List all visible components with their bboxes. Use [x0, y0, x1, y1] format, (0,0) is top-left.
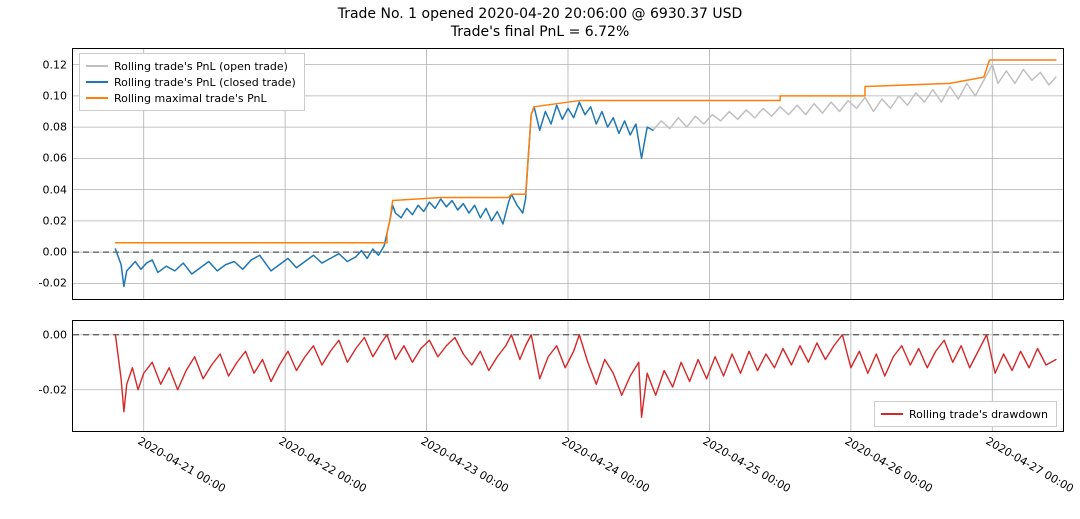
y-tick-label: 0.04 — [43, 183, 74, 196]
figure: Trade No. 1 opened 2020-04-20 20:06:00 @… — [0, 0, 1080, 519]
series-closed — [115, 102, 652, 286]
chart-title-line1: Trade No. 1 opened 2020-04-20 20:06:00 @… — [0, 6, 1080, 22]
x-tick-label: 2020-04-22 00:00 — [277, 434, 369, 495]
x-tick-label: 2020-04-24 00:00 — [560, 434, 652, 495]
x-tick-label: 2020-04-21 00:00 — [135, 434, 227, 495]
y-tick-label: 0.12 — [43, 58, 74, 71]
drawdown-panel: Rolling trade's drawdown -0.020.002020-0… — [72, 320, 1064, 432]
series-open — [653, 65, 1056, 131]
chart-title-line2: Trade's final PnL = 6.72% — [0, 24, 1080, 40]
y-tick-label: 0.00 — [43, 328, 74, 341]
legend-swatch — [86, 97, 108, 99]
legend-item: Rolling trade's drawdown — [881, 406, 1048, 422]
legend-label: Rolling maximal trade's PnL — [114, 92, 267, 105]
drawdown-legend: Rolling trade's drawdown — [874, 401, 1057, 427]
x-tick-label: 2020-04-26 00:00 — [842, 434, 934, 495]
legend-item: Rolling trade's PnL (closed trade) — [86, 74, 296, 90]
x-tick-label: 2020-04-23 00:00 — [418, 434, 510, 495]
y-tick-label: 0.08 — [43, 121, 74, 134]
x-tick-label: 2020-04-25 00:00 — [701, 434, 793, 495]
legend-swatch — [881, 413, 903, 415]
legend-swatch — [86, 81, 108, 83]
y-tick-label: 0.10 — [43, 89, 74, 102]
y-tick-label: 0.00 — [43, 246, 74, 259]
y-tick-label: -0.02 — [39, 383, 73, 396]
legend-swatch — [86, 65, 108, 67]
y-tick-label: 0.06 — [43, 152, 74, 165]
legend-label: Rolling trade's PnL (closed trade) — [114, 76, 296, 89]
legend-label: Rolling trade's drawdown — [909, 408, 1048, 421]
legend-item: Rolling maximal trade's PnL — [86, 90, 296, 106]
y-tick-label: 0.02 — [43, 214, 74, 227]
x-tick-label: 2020-04-27 00:00 — [984, 434, 1076, 495]
pnl-panel: Rolling trade's PnL (open trade) Rolling … — [72, 48, 1064, 300]
y-tick-label: -0.02 — [39, 277, 73, 290]
legend-label: Rolling trade's PnL (open trade) — [114, 60, 288, 73]
pnl-legend: Rolling trade's PnL (open trade) Rolling … — [79, 53, 305, 111]
legend-item: Rolling trade's PnL (open trade) — [86, 58, 296, 74]
